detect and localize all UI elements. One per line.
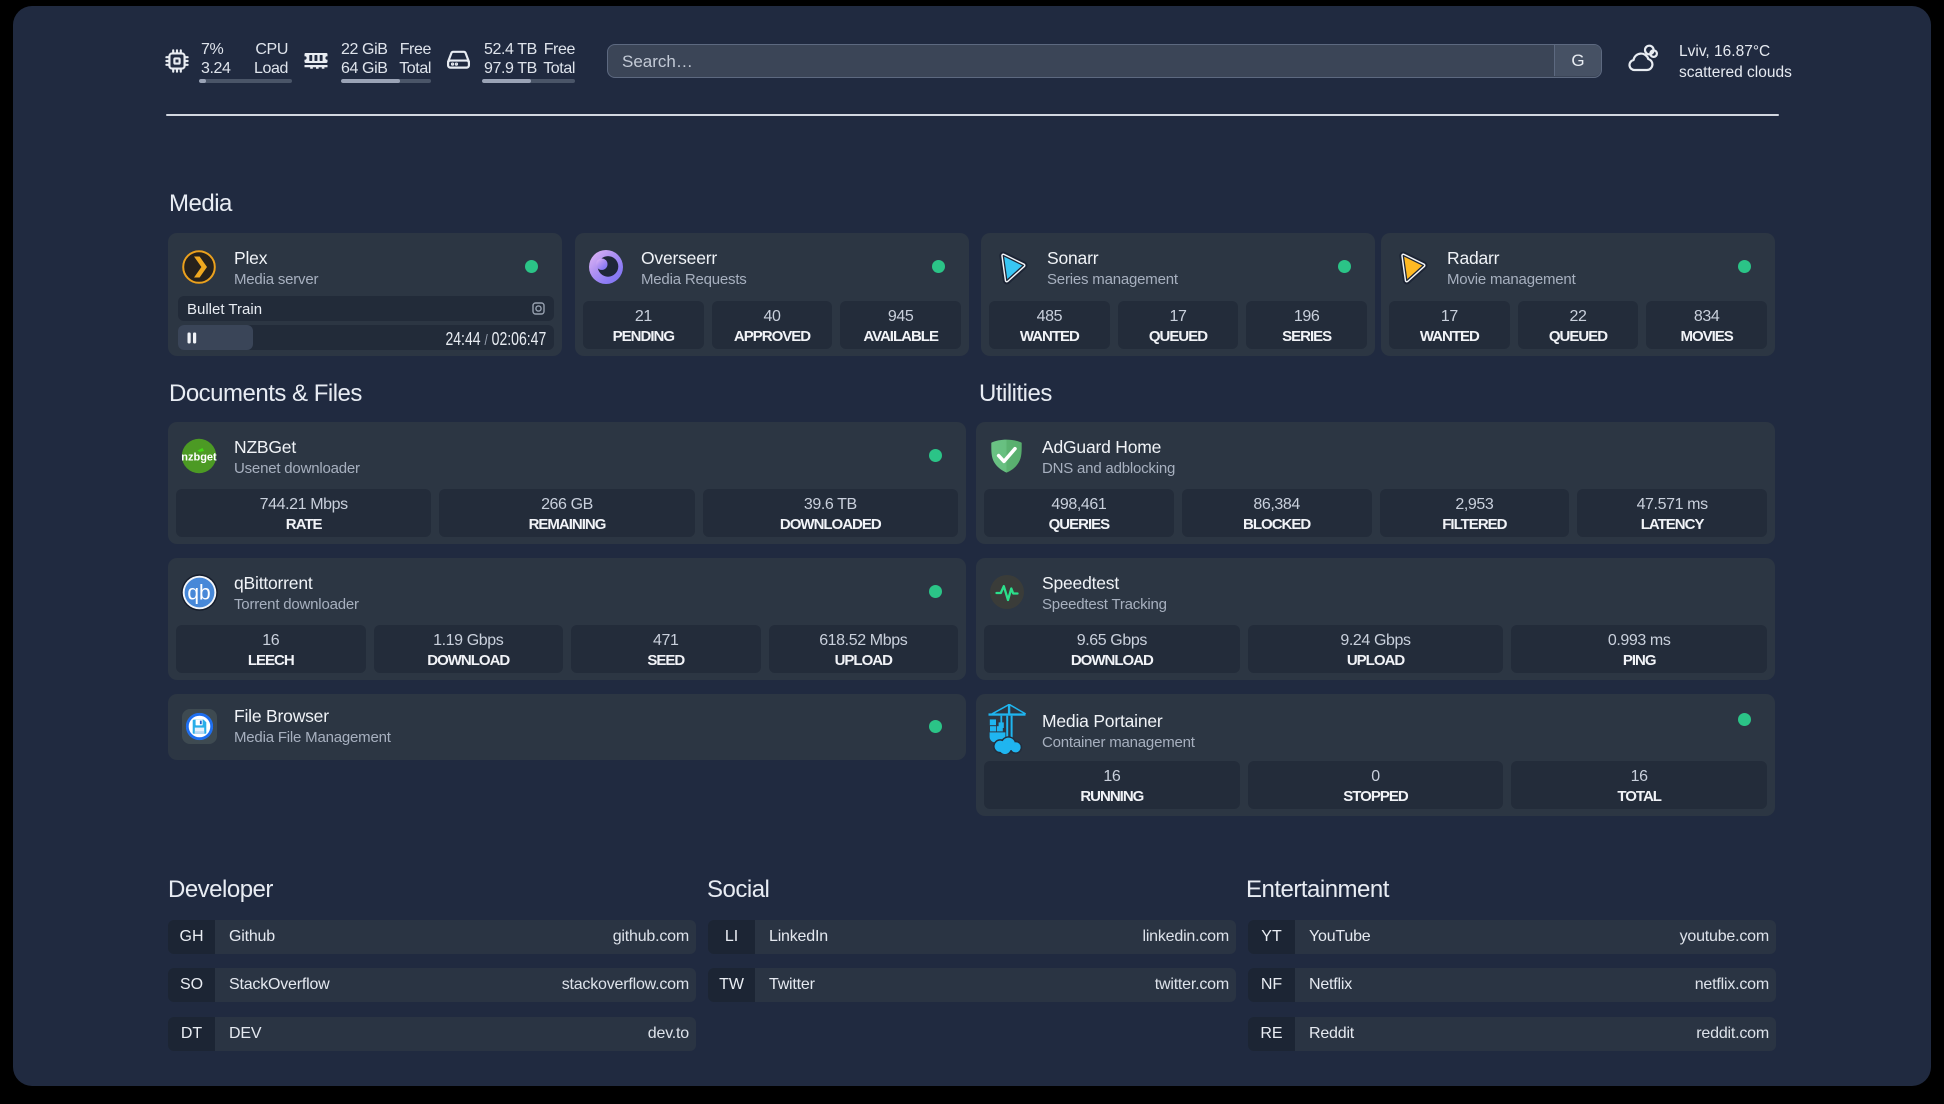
- svg-text:nzbget: nzbget: [181, 451, 217, 463]
- svg-text:qb: qb: [187, 582, 210, 605]
